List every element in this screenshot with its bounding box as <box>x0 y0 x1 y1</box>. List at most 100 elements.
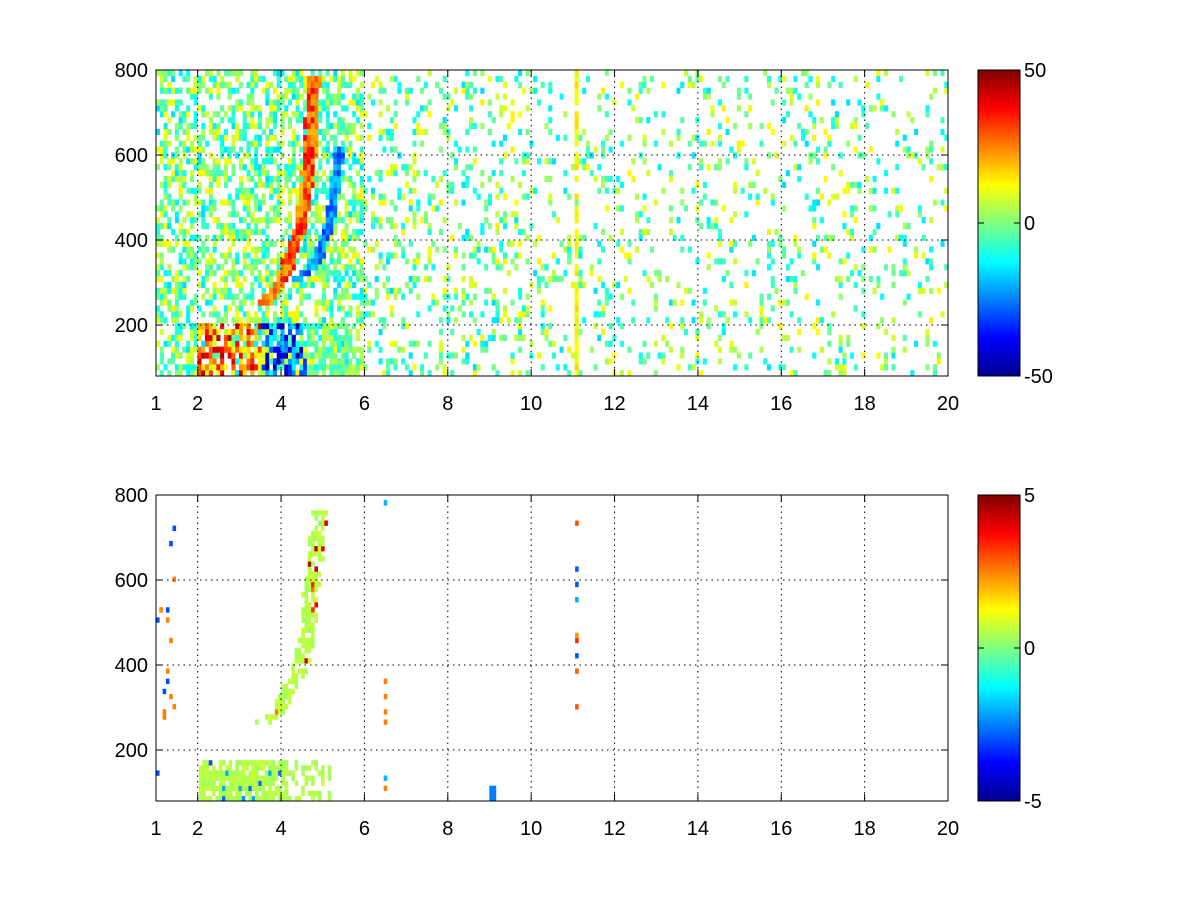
heatmap-cell <box>281 704 285 710</box>
heatmap-cell <box>306 175 311 183</box>
heatmap-cell <box>797 122 802 130</box>
heatmap-cell <box>291 281 296 289</box>
heatmap-cell <box>461 287 466 294</box>
heatmap-cell <box>461 299 466 306</box>
heatmap-cell <box>310 223 315 230</box>
heatmap-cell <box>238 158 244 165</box>
heatmap-cell <box>333 246 338 253</box>
heatmap-cell <box>423 264 428 271</box>
heatmap-cell <box>235 252 240 259</box>
heatmap-cell <box>518 228 523 236</box>
heatmap-cell <box>205 765 210 771</box>
heatmap-cell <box>306 81 311 88</box>
heatmap-cell <box>299 270 304 277</box>
heatmap-cell <box>510 299 515 306</box>
heatmap-cell <box>469 117 474 124</box>
heatmap-cell <box>597 105 602 112</box>
heatmap-cell <box>212 780 216 786</box>
heatmap-cell <box>393 223 398 230</box>
heatmap-cell <box>310 146 315 153</box>
heatmap-cell <box>291 170 296 177</box>
heatmap-cell <box>574 117 579 124</box>
heatmap-cell <box>378 87 383 94</box>
heatmap-cell <box>340 370 345 377</box>
heatmap-cell <box>559 346 564 353</box>
heatmap-cell <box>533 240 538 247</box>
heatmap-cell <box>202 775 206 781</box>
heatmap-cell <box>744 87 749 94</box>
heatmap-cell <box>502 211 508 218</box>
heatmap-cell <box>193 199 198 206</box>
heatmap-cell <box>295 246 300 253</box>
heatmap-cell <box>521 305 526 312</box>
heatmap-cell <box>198 770 203 776</box>
heatmap-cell <box>321 520 325 526</box>
heatmap-cell <box>306 340 311 347</box>
heatmap-cell <box>593 287 598 294</box>
heatmap-cell <box>227 211 232 218</box>
heatmap-cell <box>612 187 617 194</box>
heatmap-cell <box>499 246 504 253</box>
heatmap-cell <box>736 146 741 153</box>
heatmap-cell <box>929 246 934 253</box>
heatmap-cell <box>269 281 274 289</box>
heatmap-cell <box>883 105 888 112</box>
heatmap-cell <box>321 515 325 521</box>
heatmap-cell <box>314 275 319 283</box>
heatmap-cell <box>868 146 873 153</box>
heatmap-cell <box>484 246 489 253</box>
heatmap-cell <box>208 340 213 347</box>
heatmap-cell <box>186 158 191 165</box>
heatmap-cell <box>574 158 579 165</box>
heatmap-cell <box>254 205 259 212</box>
heatmap-cell <box>932 340 937 347</box>
bottom-colorbar: 50-5 <box>977 485 1042 813</box>
heatmap-cell <box>412 264 417 271</box>
heatmap-cell <box>552 340 557 347</box>
heatmap-cell <box>627 346 632 353</box>
heatmap-cell <box>265 264 270 271</box>
heatmap-cell <box>408 205 413 212</box>
heatmap-cell <box>257 281 262 289</box>
heatmap-cell <box>329 370 334 377</box>
heatmap-cell <box>299 246 304 253</box>
heatmap-cell <box>684 287 689 294</box>
heatmap-cell <box>355 234 360 241</box>
heatmap-cell <box>891 270 896 277</box>
heatmap-cell <box>540 311 545 318</box>
heatmap-cell <box>638 228 643 236</box>
heatmap-cell <box>272 370 277 377</box>
heatmap-cell <box>272 311 277 318</box>
heatmap-cell <box>225 790 229 797</box>
heatmap-cell <box>311 760 315 766</box>
heatmap-cell <box>167 305 172 312</box>
heatmap-cell <box>310 105 315 112</box>
heatmap-cell <box>299 370 304 377</box>
heatmap-cell <box>333 75 338 83</box>
heatmap-cell <box>653 111 658 118</box>
heatmap-cell <box>359 258 364 265</box>
heatmap-cell <box>766 252 772 259</box>
heatmap-cell <box>329 311 334 318</box>
heatmap-cell <box>272 217 277 224</box>
heatmap-cell <box>827 234 832 241</box>
heatmap-cell <box>235 105 240 112</box>
heatmap-cell <box>789 275 794 283</box>
heatmap-cell <box>521 87 526 94</box>
heatmap-cell <box>314 340 319 347</box>
heatmap-cell <box>231 223 236 230</box>
heatmap-cell <box>574 346 579 353</box>
heatmap-cell <box>574 134 579 141</box>
heatmap-cell <box>242 311 247 318</box>
heatmap-cell <box>378 328 383 336</box>
heatmap-cell <box>469 105 474 112</box>
heatmap-cell <box>574 228 579 236</box>
heatmap-cell <box>216 287 221 294</box>
heatmap-cell <box>340 246 345 253</box>
heatmap-cell <box>310 164 315 171</box>
heatmap-cell <box>333 211 338 218</box>
heatmap-cell <box>389 305 394 312</box>
heatmap-cell <box>925 334 930 341</box>
heatmap-cell <box>333 70 338 77</box>
heatmap-cell <box>310 75 315 83</box>
